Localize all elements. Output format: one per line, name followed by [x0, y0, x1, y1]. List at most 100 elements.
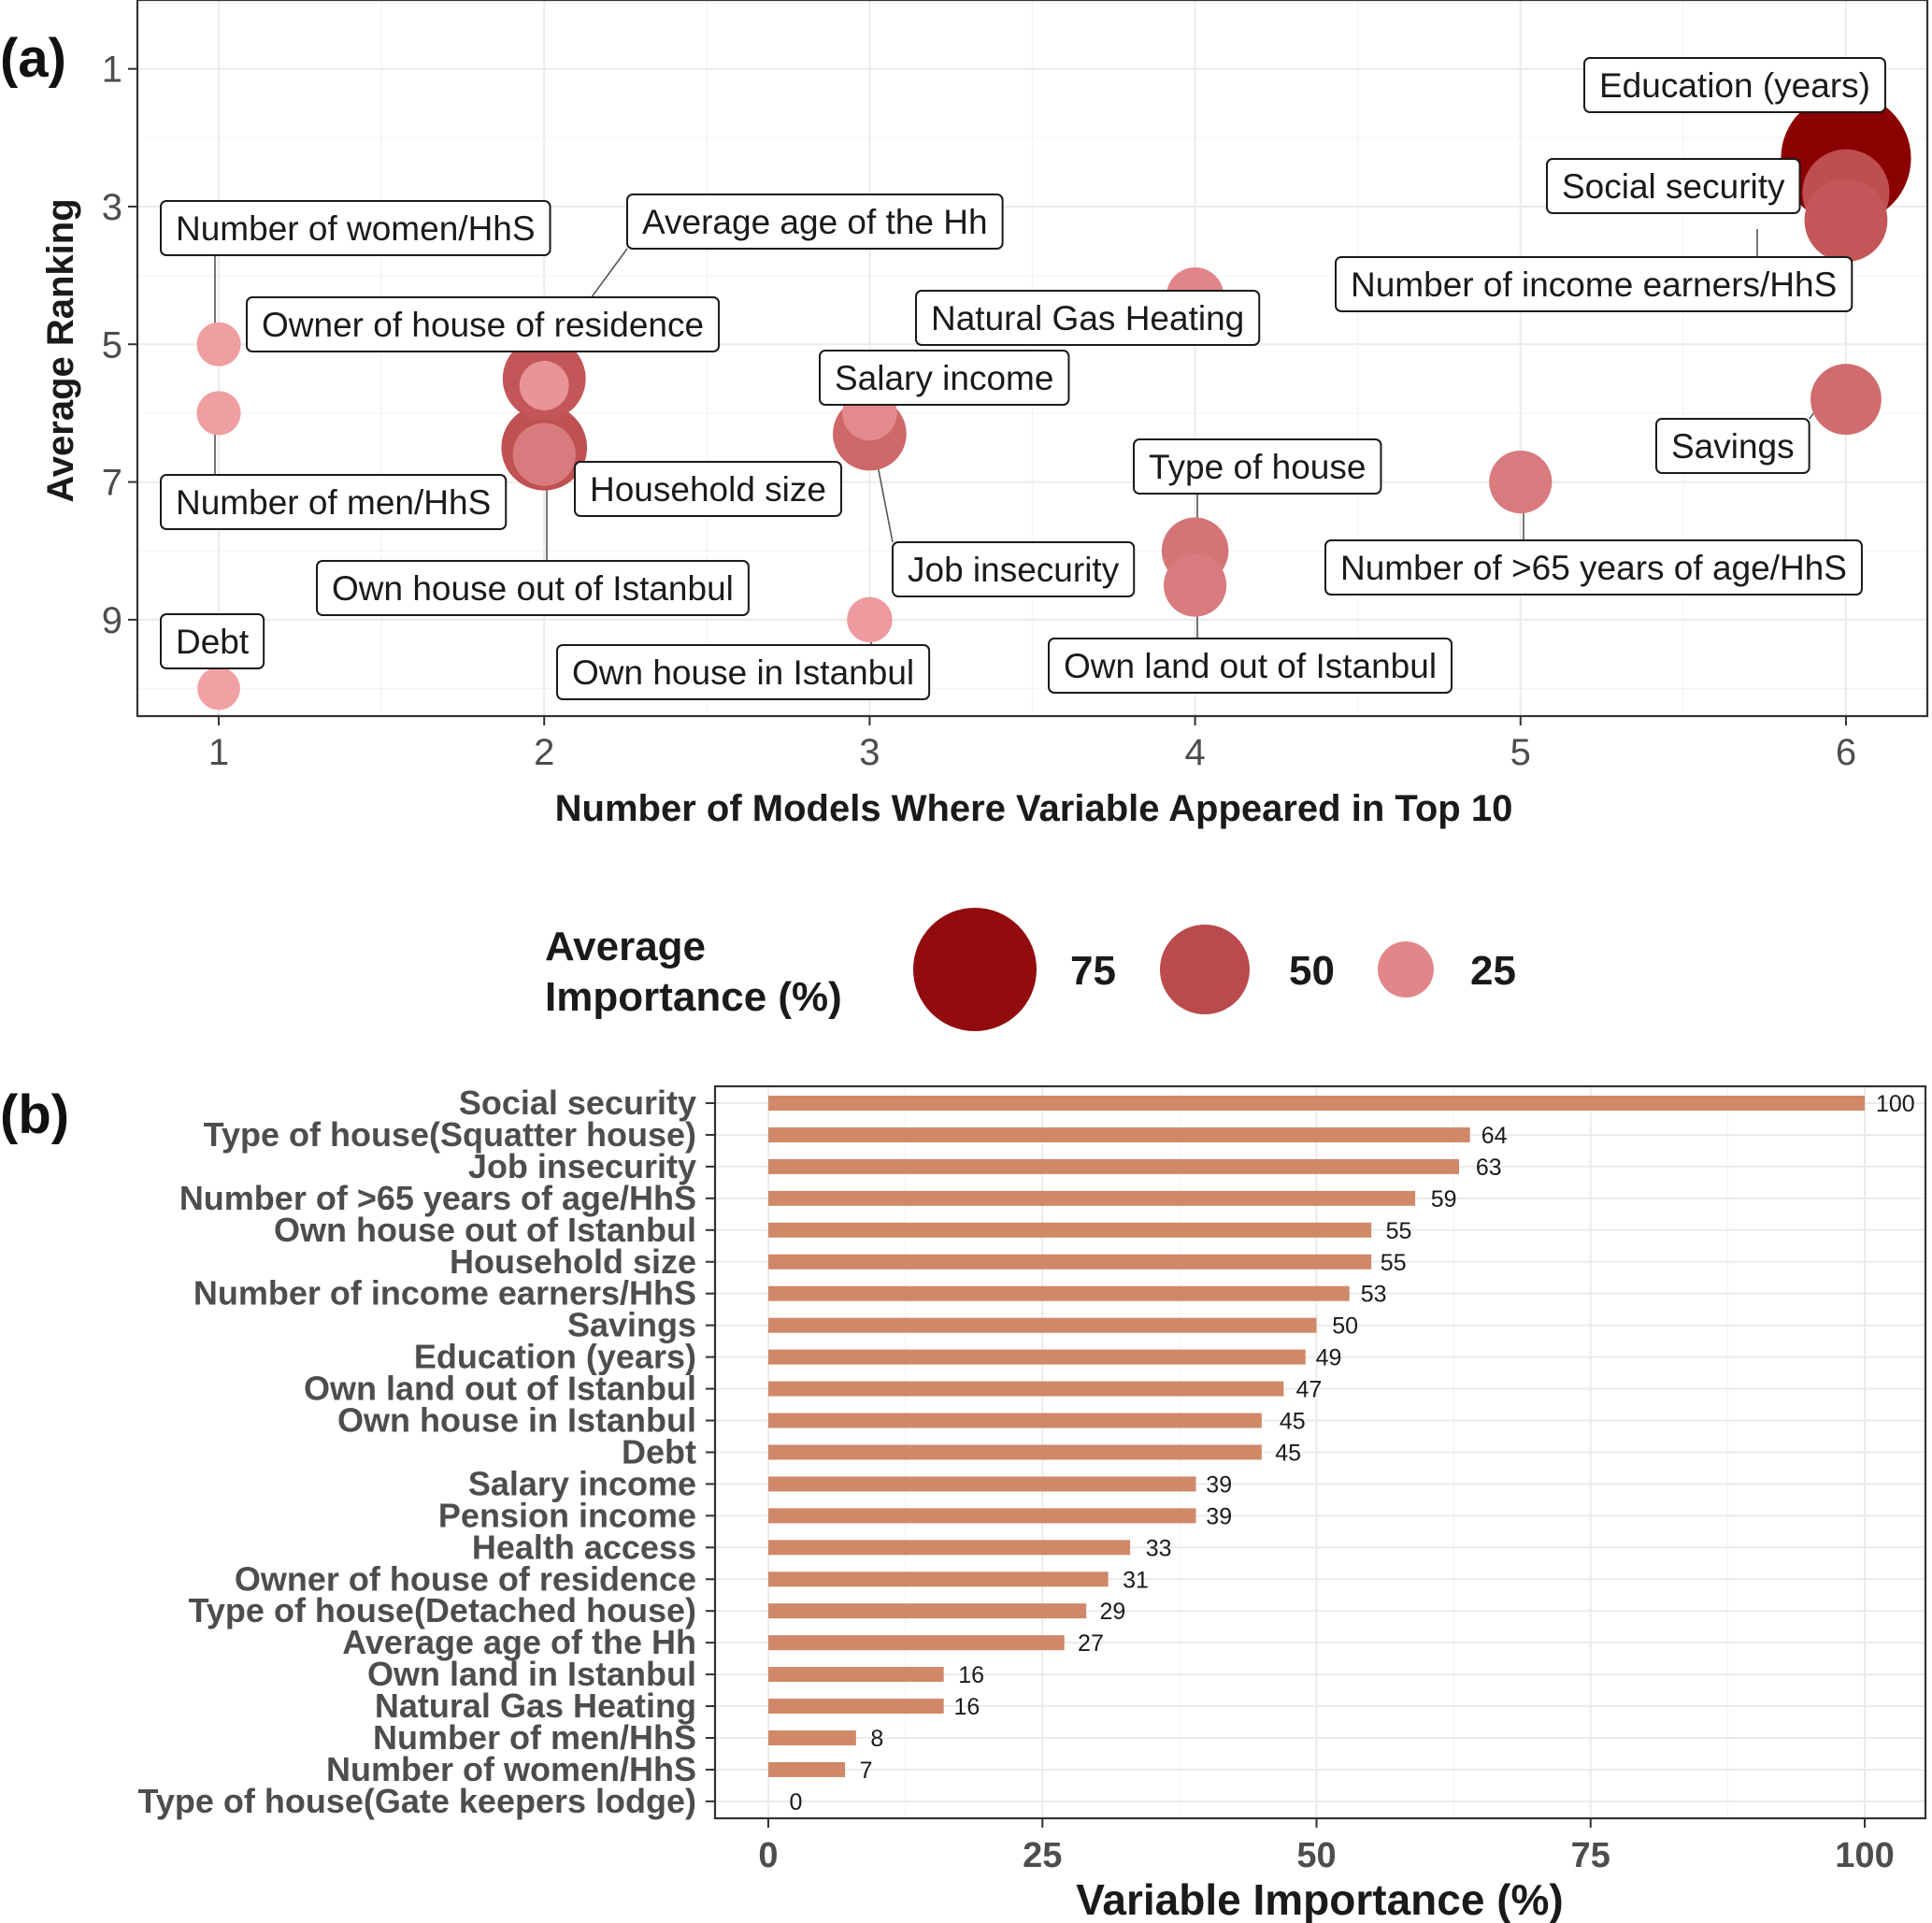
- point-label: Number of men/HhS: [160, 474, 508, 530]
- bar: [768, 1603, 1087, 1619]
- bar: [768, 1540, 1131, 1556]
- bar-value-label: 29: [1100, 1599, 1126, 1625]
- point-label: Number of women/HhS: [160, 200, 551, 256]
- bar-value-label: 31: [1123, 1567, 1149, 1593]
- data-point: [512, 423, 576, 486]
- panel-a-tag: (a): [0, 28, 66, 89]
- bar-value-label: 16: [958, 1662, 984, 1688]
- bar-category-label: Number of >65 years of age/HhS: [179, 1179, 696, 1217]
- x-tick-label: 75: [1571, 1836, 1610, 1875]
- point-label-box: [819, 350, 1070, 406]
- x-tick-label: 6: [1836, 732, 1856, 773]
- bar-category-label: Average age of the Hh: [342, 1623, 696, 1661]
- point-label: Social security: [1546, 158, 1801, 214]
- bar-value-label: 7: [860, 1758, 873, 1784]
- point-label-text: Number of >65 years of age/HhS: [1340, 549, 1847, 587]
- bar-value-label: 100: [1876, 1091, 1915, 1117]
- y-tick-label: 3: [102, 187, 122, 228]
- bar: [768, 1444, 1262, 1460]
- x-tick-label: 5: [1510, 732, 1531, 773]
- point-label: Number of >65 years of age/HhS: [1324, 539, 1863, 596]
- bar: [768, 1254, 1372, 1270]
- size-legend-keys: 75 50 25: [913, 908, 1516, 1031]
- point-label: Salary income: [819, 350, 1070, 406]
- size-legend-key: [913, 908, 1037, 1031]
- bar-category-label: Own land out of Istanbul: [304, 1370, 696, 1408]
- bar-category-label: Own house in Istanbul: [337, 1401, 696, 1440]
- bubble-chart-frame: [136, 0, 1929, 718]
- bar-category-label: Type of house(Squatter house): [204, 1115, 696, 1154]
- point-label-box: [160, 613, 265, 669]
- bar-category-label: Education (years): [414, 1338, 696, 1376]
- bubble-chart-points: [196, 93, 1911, 710]
- bar: [768, 1508, 1196, 1524]
- bar: [768, 1730, 856, 1745]
- y-tick-label: 5: [102, 324, 122, 366]
- point-label: Natural Gas Heating: [915, 290, 1261, 346]
- point-label-text: Savings: [1671, 427, 1795, 466]
- x-tick-label: 0: [758, 1836, 778, 1875]
- y-tick-label: 9: [102, 600, 122, 641]
- bar-value-label: 27: [1078, 1630, 1104, 1657]
- point-label-text: Average age of the Hh: [642, 203, 988, 241]
- point-label-text: Salary income: [835, 359, 1053, 397]
- bar-category-label: Job insecurity: [468, 1147, 696, 1185]
- bar: [768, 1317, 1317, 1333]
- point-label-box: [160, 474, 508, 530]
- bar-value-label: 49: [1316, 1345, 1342, 1371]
- point-label-box: [574, 461, 842, 517]
- point-label-text: Household size: [590, 470, 826, 509]
- y-tick-label: 1: [102, 50, 122, 91]
- bar-category-label: Savings: [567, 1306, 696, 1344]
- point-label-box: [556, 644, 931, 700]
- bar: [768, 1667, 944, 1683]
- bar-value-label: 50: [1332, 1313, 1358, 1340]
- point-label-box: [1133, 438, 1382, 495]
- data-point: [196, 391, 241, 436]
- bar-category-label: Salary income: [468, 1464, 696, 1502]
- bar: [768, 1190, 1416, 1206]
- point-label-text: Own house out of Istanbul: [332, 569, 734, 608]
- bar-value-label: 47: [1295, 1377, 1322, 1403]
- bar-value-label: 39: [1206, 1471, 1232, 1498]
- bar: [768, 1635, 1065, 1651]
- size-legend-key: [1160, 925, 1250, 1014]
- point-label-box: [246, 296, 721, 352]
- data-point: [197, 667, 240, 710]
- bar-value-label: 16: [954, 1694, 980, 1720]
- point-label: Job insecurity: [892, 541, 1136, 597]
- point-label-box: [316, 560, 750, 616]
- bar-category-label: Type of house(Detached house): [189, 1591, 696, 1629]
- point-label-box: [626, 194, 1004, 250]
- bar-category-label: Number of women/HhS: [326, 1750, 696, 1788]
- point-label: Number of income earners/HhS: [1335, 256, 1853, 312]
- bar-value-label: 0: [790, 1789, 803, 1815]
- point-label-text: Owner of house of residence: [262, 306, 704, 344]
- bar: [768, 1381, 1284, 1397]
- point-label-text: Type of house: [1149, 448, 1366, 486]
- point-label-text: Number of income earners/HhS: [1351, 265, 1837, 304]
- point-label-text: Number of men/HhS: [176, 483, 491, 522]
- bar: [768, 1285, 1350, 1301]
- bar-category-label: Own house out of Istanbul: [274, 1211, 696, 1249]
- bar-category-label: Household size: [450, 1242, 696, 1281]
- bar-value-label: 39: [1206, 1503, 1232, 1529]
- bar-value-label: 55: [1386, 1218, 1412, 1244]
- bubble-chart-x-axis-title: Number of Models Where Variable Appeared…: [555, 788, 1513, 829]
- data-point: [196, 322, 241, 366]
- point-label: Own house in Istanbul: [556, 644, 931, 700]
- bar-value-label: 33: [1146, 1535, 1172, 1561]
- point-label: Owner of house of residence: [246, 296, 721, 352]
- bar: [768, 1349, 1306, 1365]
- bar-category-label: Debt: [622, 1432, 696, 1471]
- point-label: Household size: [574, 461, 842, 517]
- bar: [768, 1413, 1262, 1428]
- data-point: [519, 361, 569, 410]
- point-label-box: [1048, 638, 1453, 694]
- bar-category-label: Number of income earners/HhS: [193, 1274, 696, 1313]
- bar-chart-x-axis-title: Variable Importance (%): [1076, 1875, 1564, 1923]
- bar: [768, 1158, 1459, 1174]
